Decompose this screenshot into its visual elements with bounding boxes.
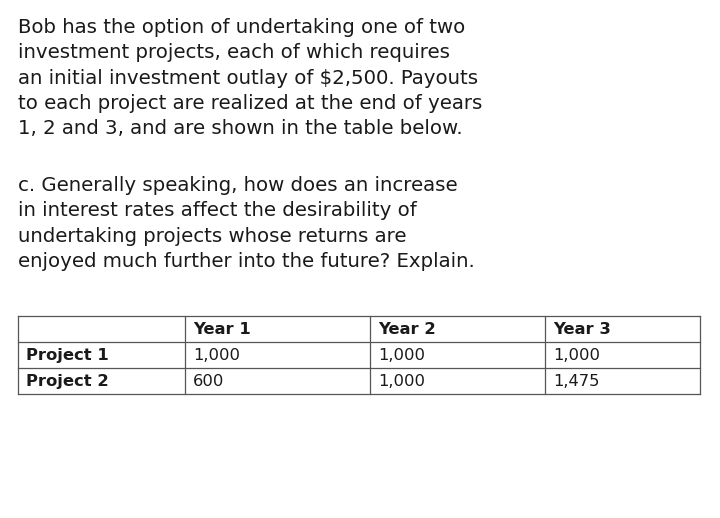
Text: Project 2: Project 2 — [26, 373, 109, 388]
Text: Bob has the option of undertaking one of two
investment projects, each of which : Bob has the option of undertaking one of… — [18, 18, 482, 138]
Text: c. Generally speaking, how does an increase
in interest rates affect the desirab: c. Generally speaking, how does an incre… — [18, 176, 474, 271]
Text: 1,000: 1,000 — [553, 348, 600, 363]
Text: Project 1: Project 1 — [26, 348, 109, 363]
Text: 1,000: 1,000 — [193, 348, 240, 363]
Text: 600: 600 — [193, 373, 225, 388]
Text: 1,475: 1,475 — [553, 373, 600, 388]
Text: Year 3: Year 3 — [553, 322, 611, 337]
Text: Year 2: Year 2 — [378, 322, 436, 337]
Text: 1,000: 1,000 — [378, 373, 425, 388]
Text: 1,000: 1,000 — [378, 348, 425, 363]
Text: Year 1: Year 1 — [193, 322, 251, 337]
